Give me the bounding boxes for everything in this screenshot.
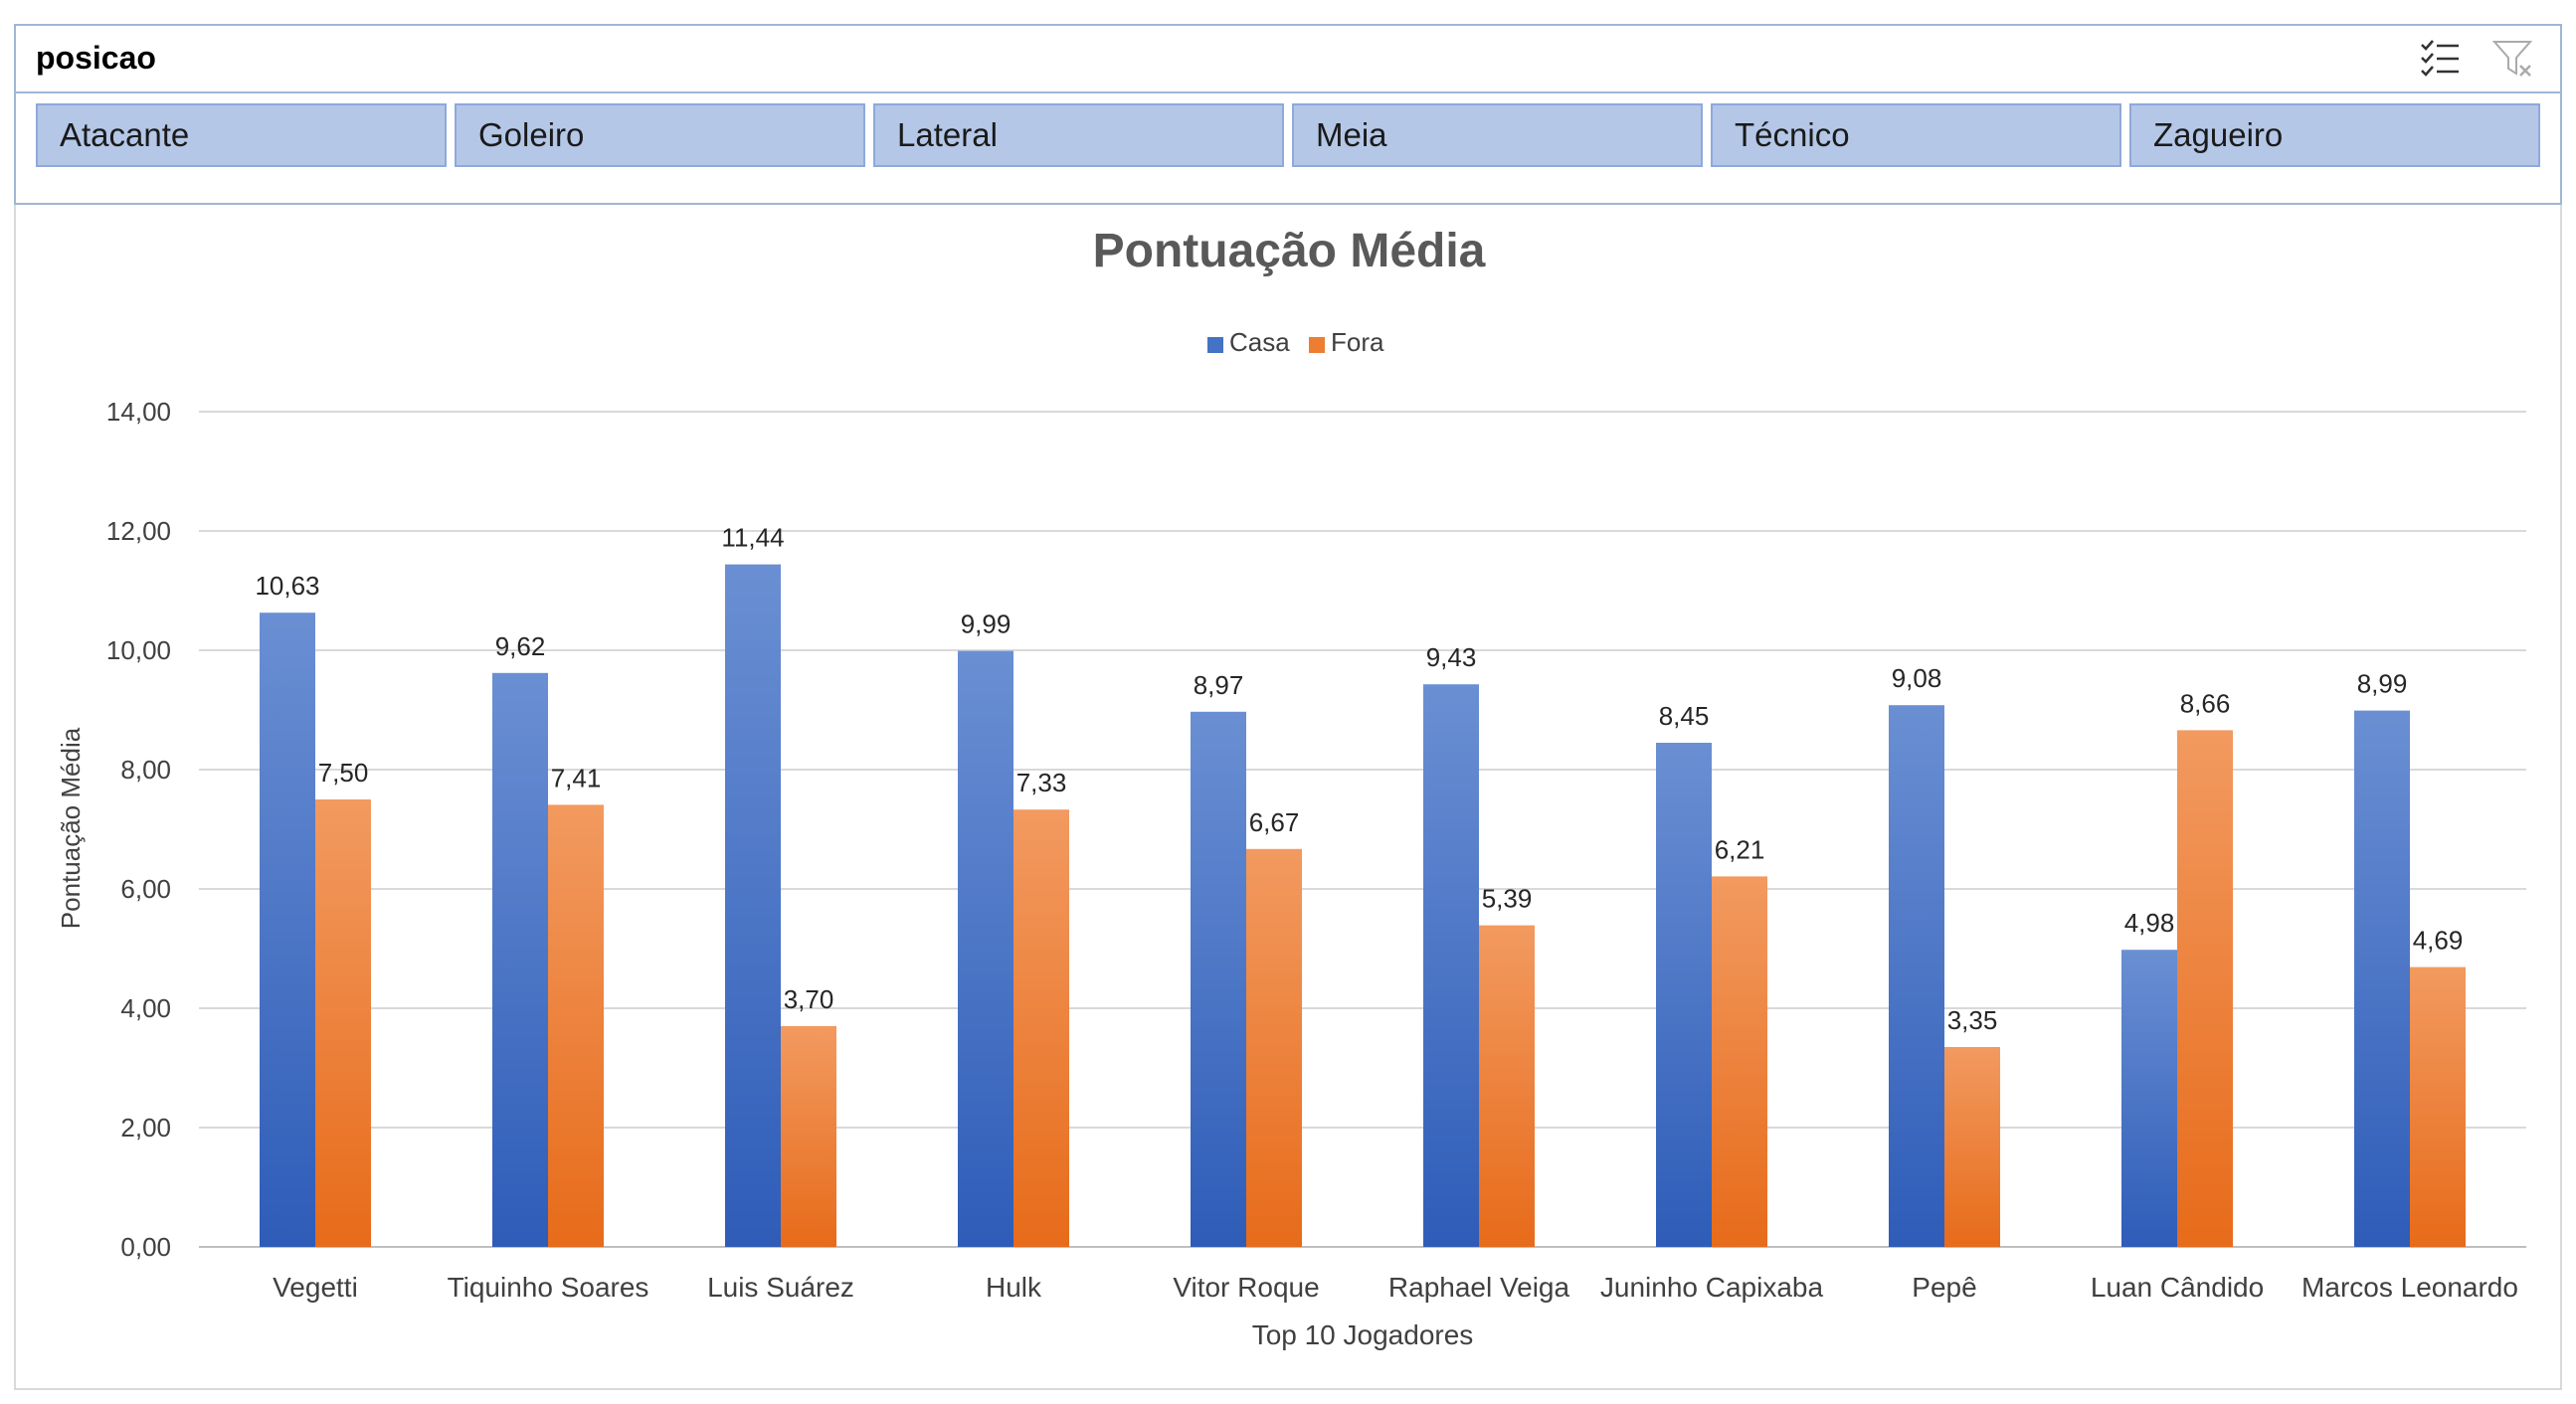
data-label-fora: 4,69 bbox=[2413, 926, 2464, 956]
bar-fora bbox=[1013, 809, 1069, 1247]
bars: 10,63 7,50 9,62 7,41 11,44 3,70 9,99 7,33 8,97 6,… bbox=[255, 523, 2466, 1247]
bar-fora bbox=[1479, 925, 1535, 1247]
slicer-item-atacante[interactable]: Atacante bbox=[36, 103, 447, 167]
bar-fora bbox=[548, 804, 604, 1247]
bar-fora bbox=[1246, 848, 1302, 1247]
bar-casa bbox=[1889, 705, 1944, 1247]
bar-fora bbox=[1944, 1047, 2000, 1247]
y-tick-label: 6,00 bbox=[120, 874, 171, 904]
x-axis-ticks: Vegetti Tiquinho Soares Luis Suárez Hulk Vit… bbox=[273, 1272, 2518, 1303]
slicer-item-zagueiro[interactable]: Zagueiro bbox=[2129, 103, 2540, 167]
data-label-casa: 10,63 bbox=[255, 571, 319, 601]
slicer-title: posicao bbox=[36, 40, 156, 76]
data-label-fora: 7,41 bbox=[551, 763, 602, 792]
bar-casa bbox=[2354, 710, 2410, 1247]
y-tick-label: 2,00 bbox=[120, 1113, 171, 1142]
bar-casa bbox=[1423, 684, 1479, 1247]
data-label-casa: 9,08 bbox=[1892, 663, 1942, 693]
slicer-item-meia[interactable]: Meia bbox=[1292, 103, 1703, 167]
y-axis-ticks: 0,00 2,00 4,00 6,00 8,00 10,00 12,00 14,00 bbox=[106, 397, 171, 1262]
bar-fora bbox=[1712, 876, 1767, 1247]
data-label-fora: 3,70 bbox=[784, 984, 834, 1014]
data-label-fora: 7,33 bbox=[1016, 768, 1067, 797]
data-label-fora: 5,39 bbox=[1482, 884, 1533, 914]
x-tick-label: Vegetti bbox=[273, 1272, 358, 1303]
legend-swatch-fora bbox=[1309, 337, 1325, 353]
slicer-item-lateral[interactable]: Lateral bbox=[873, 103, 1284, 167]
y-tick-label: 12,00 bbox=[106, 516, 171, 546]
legend-label-casa: Casa bbox=[1229, 327, 1290, 357]
slicer-posicao: posicao Atacante Goleiro Lateral Meia Té… bbox=[14, 24, 2562, 205]
x-tick-label: Luis Suárez bbox=[707, 1272, 854, 1303]
clear-filter-icon[interactable] bbox=[2490, 36, 2536, 82]
data-label-casa: 8,45 bbox=[1659, 701, 1710, 731]
bar-casa bbox=[492, 672, 548, 1247]
data-label-fora: 8,66 bbox=[2180, 688, 2231, 718]
data-label-casa: 11,44 bbox=[721, 523, 784, 553]
x-tick-label: Tiquinho Soares bbox=[448, 1272, 649, 1303]
y-tick-label: 4,00 bbox=[120, 993, 171, 1023]
data-label-fora: 7,50 bbox=[318, 758, 369, 788]
bar-casa bbox=[1191, 711, 1246, 1247]
x-axis-label: Top 10 Jogadores bbox=[1252, 1319, 1474, 1350]
bar-casa bbox=[725, 564, 781, 1247]
y-tick-label: 10,00 bbox=[106, 635, 171, 665]
y-tick-label: 0,00 bbox=[120, 1232, 171, 1262]
x-tick-label: Hulk bbox=[986, 1272, 1042, 1303]
x-tick-label: Raphael Veiga bbox=[1388, 1272, 1570, 1303]
bar-casa bbox=[958, 650, 1013, 1247]
slicer-items: Atacante Goleiro Lateral Meia Técnico Za… bbox=[36, 103, 2540, 167]
x-tick-label: Luan Cândido bbox=[2091, 1272, 2264, 1303]
legend: Casa Fora bbox=[1207, 327, 1384, 357]
chart-title: Pontuação Média bbox=[1093, 225, 1486, 277]
data-label-fora: 6,67 bbox=[1249, 807, 1300, 837]
bar-fora bbox=[315, 799, 371, 1247]
data-label-casa: 9,62 bbox=[495, 631, 546, 661]
bar-fora bbox=[2177, 730, 2233, 1247]
data-label-casa: 9,43 bbox=[1426, 642, 1477, 672]
legend-label-fora: Fora bbox=[1331, 327, 1384, 357]
slicer-header: posicao bbox=[16, 26, 2560, 93]
bar-fora bbox=[781, 1026, 836, 1247]
data-label-fora: 6,21 bbox=[1715, 834, 1765, 864]
data-label-fora: 3,35 bbox=[1947, 1005, 1998, 1035]
y-tick-label: 8,00 bbox=[120, 755, 171, 785]
x-tick-label: Vitor Roque bbox=[1173, 1272, 1319, 1303]
slicer-item-goleiro[interactable]: Goleiro bbox=[455, 103, 865, 167]
bar-chart: Pontuação Média Casa Fora 0,00 2,00 4,00 6,… bbox=[56, 225, 2526, 1350]
x-tick-label: Juninho Capixaba bbox=[1600, 1272, 1824, 1303]
slicer-item-tecnico[interactable]: Técnico bbox=[1711, 103, 2121, 167]
data-label-casa: 4,98 bbox=[2124, 908, 2175, 938]
data-label-casa: 8,99 bbox=[2357, 669, 2408, 699]
y-tick-label: 14,00 bbox=[106, 397, 171, 427]
bar-casa bbox=[2121, 950, 2177, 1247]
bar-casa bbox=[260, 613, 315, 1247]
y-axis-label: Pontuação Média bbox=[56, 727, 86, 929]
data-label-casa: 9,99 bbox=[961, 610, 1012, 639]
legend-swatch-casa bbox=[1207, 337, 1223, 353]
x-tick-label: Pepê bbox=[1912, 1272, 1976, 1303]
x-tick-label: Marcos Leonardo bbox=[2301, 1272, 2518, 1303]
multi-select-icon[interactable] bbox=[2417, 36, 2463, 82]
data-label-casa: 8,97 bbox=[1194, 670, 1244, 700]
bar-fora bbox=[2410, 966, 2466, 1247]
chart-area: Pontuação Média Casa Fora 0,00 2,00 4,00 6,… bbox=[14, 205, 2562, 1390]
bar-casa bbox=[1656, 743, 1712, 1247]
